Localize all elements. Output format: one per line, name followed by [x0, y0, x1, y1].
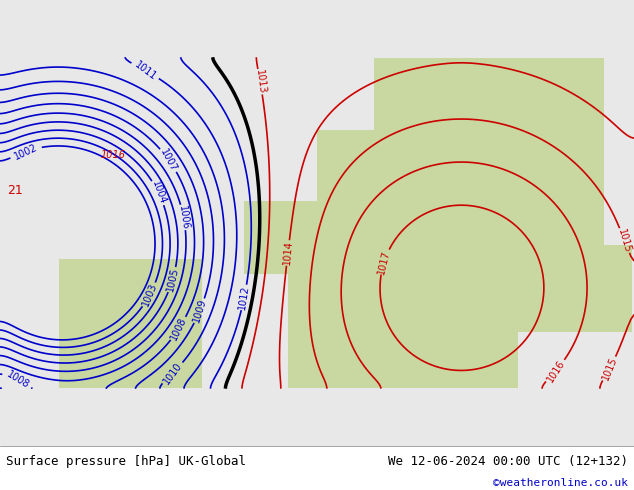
Text: 1014: 1014 — [282, 240, 294, 266]
Text: 1016: 1016 — [101, 150, 126, 160]
Text: 1007: 1007 — [158, 147, 179, 173]
Text: 21: 21 — [7, 184, 23, 197]
Text: 1006: 1006 — [177, 204, 190, 230]
Text: 1011: 1011 — [133, 59, 158, 82]
Text: 1017: 1017 — [377, 249, 392, 275]
Text: Surface pressure [hPa] UK-Global: Surface pressure [hPa] UK-Global — [6, 455, 247, 468]
Text: We 12-06-2024 00:00 UTC (12+132): We 12-06-2024 00:00 UTC (12+132) — [387, 455, 628, 468]
Text: 1010: 1010 — [162, 360, 184, 386]
Text: ©weatheronline.co.uk: ©weatheronline.co.uk — [493, 478, 628, 489]
Text: 1015: 1015 — [600, 355, 619, 382]
Text: 1012: 1012 — [237, 285, 251, 310]
Text: 1002: 1002 — [12, 142, 39, 161]
Text: 1009: 1009 — [191, 297, 208, 324]
Text: 1008: 1008 — [169, 316, 188, 342]
Text: 1005: 1005 — [165, 267, 180, 293]
Text: 1003: 1003 — [141, 281, 159, 308]
Text: 1013: 1013 — [254, 69, 267, 95]
Text: 1015: 1015 — [616, 227, 633, 254]
Text: 1004: 1004 — [150, 180, 167, 206]
Text: 1016: 1016 — [545, 358, 567, 384]
Text: 1008: 1008 — [4, 369, 31, 391]
